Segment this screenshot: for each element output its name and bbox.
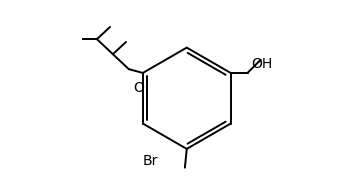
Text: Br: Br — [143, 154, 158, 168]
Text: O: O — [133, 81, 144, 95]
Text: OH: OH — [251, 57, 273, 70]
